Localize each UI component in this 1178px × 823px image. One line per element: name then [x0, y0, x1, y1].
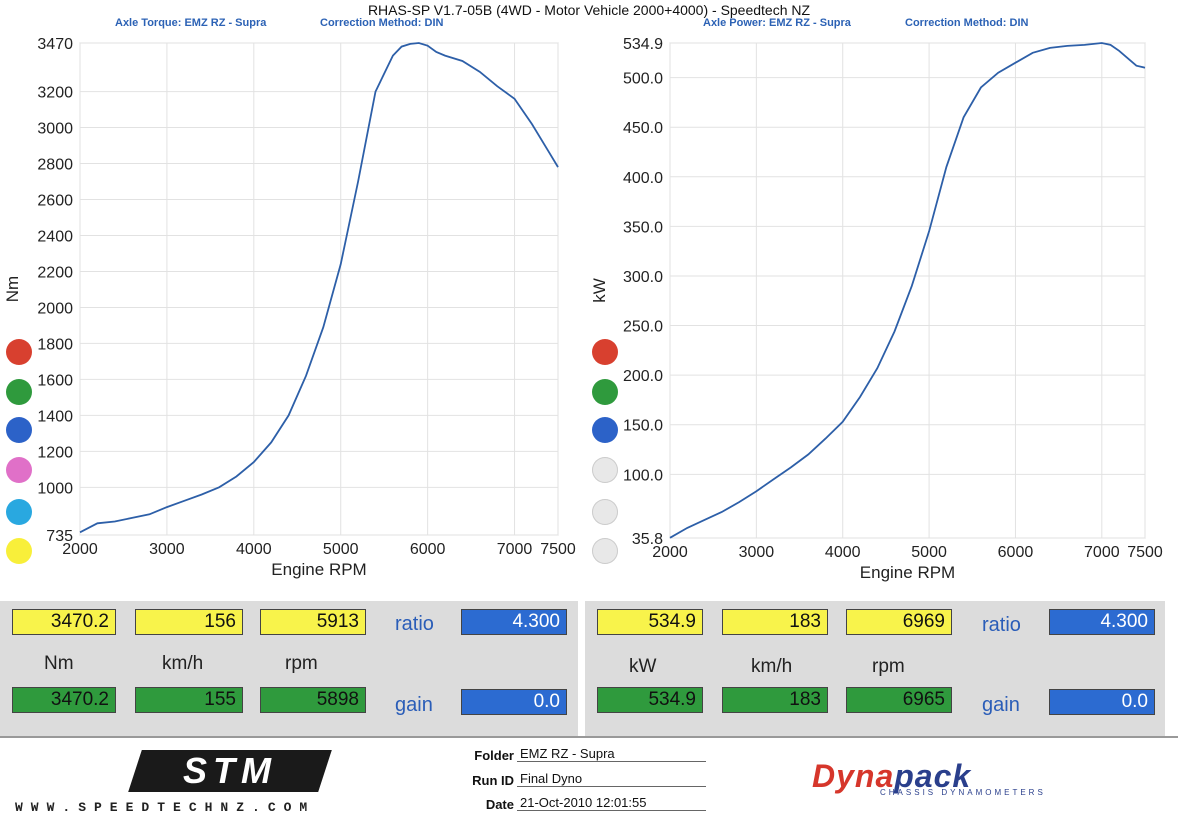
legend-color-dot	[6, 457, 32, 483]
y-tick-label: 500.0	[623, 71, 663, 88]
runid-value: Final Dyno	[517, 771, 706, 787]
y-tick-label: 1200	[37, 444, 73, 461]
folder-value: EMZ RZ - Supra	[517, 746, 706, 762]
y-tick-label: 3000	[37, 121, 73, 138]
y-tick-label: 2200	[37, 264, 73, 281]
dynapack-subtitle: CHASSIS DYNAMOMETERS	[880, 788, 1046, 797]
left-readout-panel: 3470.2 156 5913 ratio 4.300 Nm km/h rpm …	[0, 601, 578, 736]
website-text: WWW.SPEEDTECHNZ.COM	[15, 800, 315, 815]
y-tick-label: 35.8	[632, 531, 663, 548]
right-unit-rpm: rpm	[872, 656, 905, 678]
legend-color-dot	[592, 499, 618, 525]
date-label: Date	[452, 797, 514, 812]
x-tick-label: 6000	[998, 544, 1034, 561]
left-speed-current: 155	[135, 687, 243, 713]
y-tick-label: 2800	[37, 157, 73, 174]
y-tick-label: 534.9	[623, 36, 663, 53]
x-tick-label: 4000	[236, 541, 272, 558]
legend-color-dot	[592, 417, 618, 443]
y-tick-label: 1800	[37, 336, 73, 353]
legend-color-dot	[6, 379, 32, 405]
left-gain-label: gain	[395, 694, 433, 717]
y-axis-label: Nm	[3, 276, 22, 302]
right-gain-value: 0.0	[1049, 689, 1155, 715]
x-tick-label: 5000	[911, 544, 947, 561]
date-value: 21-Oct-2010 12:01:55	[517, 795, 706, 811]
left-rpm-current: 5898	[260, 687, 366, 713]
y-tick-label: 350.0	[623, 219, 663, 236]
x-tick-label: 3000	[149, 541, 185, 558]
legend-color-dot	[592, 379, 618, 405]
right-rpm-current: 6965	[846, 687, 952, 713]
y-tick-label: 1000	[37, 480, 73, 497]
x-tick-label: 7000	[1084, 544, 1120, 561]
legend-color-dot	[592, 339, 618, 365]
x-axis-label: Engine RPM	[271, 560, 366, 579]
legend-color-dot	[592, 538, 618, 564]
plot-area	[80, 43, 558, 535]
right-ratio-label: ratio	[982, 614, 1021, 637]
left-ratio-value: 4.300	[461, 609, 567, 635]
right-speed-current: 183	[722, 687, 828, 713]
legend-color-dot	[6, 417, 32, 443]
left-gain-value: 0.0	[461, 689, 567, 715]
legend-color-dot	[6, 538, 32, 564]
right-power-current: 534.9	[597, 687, 703, 713]
y-tick-label: 450.0	[623, 120, 663, 137]
x-tick-label: 7500	[540, 541, 576, 558]
y-tick-label: 735	[46, 528, 73, 545]
right-gain-label: gain	[982, 694, 1020, 717]
left-torque-current: 3470.2	[12, 687, 116, 713]
left-speed-peak: 156	[135, 609, 243, 635]
y-tick-label: 400.0	[623, 170, 663, 187]
report-footer: STM WWW.SPEEDTECHNZ.COM Folder EMZ RZ - …	[0, 736, 1178, 823]
x-tick-label: 5000	[323, 541, 359, 558]
left-ratio-label: ratio	[395, 613, 434, 636]
y-axis-label: kW	[590, 278, 609, 303]
y-tick-label: 2400	[37, 228, 73, 245]
x-tick-label: 7000	[497, 541, 533, 558]
x-axis-label: Engine RPM	[860, 563, 955, 582]
report-title: RHAS-SP V1.7-05B (4WD - Motor Vehicle 20…	[0, 2, 1178, 18]
stm-logo: STM	[128, 750, 332, 792]
y-tick-label: 3470	[37, 36, 73, 53]
torque-chart: 2000 3000 4000 5000 6000 7000 7500 735 1000 1200 1…	[0, 28, 585, 598]
y-tick-label: 100.0	[623, 467, 663, 484]
y-tick-label: 300.0	[623, 269, 663, 286]
left-torque-peak: 3470.2	[12, 609, 116, 635]
right-unit-kw: kW	[629, 656, 656, 678]
y-tick-label: 250.0	[623, 319, 663, 336]
left-rpm-peak: 5913	[260, 609, 366, 635]
y-tick-label: 150.0	[623, 418, 663, 435]
left-unit-kmh: km/h	[162, 653, 203, 675]
legend-color-dot	[6, 339, 32, 365]
right-power-peak: 534.9	[597, 609, 703, 635]
y-tick-label: 1400	[37, 408, 73, 425]
x-tick-label: 6000	[410, 541, 446, 558]
legend-color-dot	[592, 457, 618, 483]
y-tick-label: 2600	[37, 193, 73, 210]
plot-area	[670, 43, 1145, 538]
x-tick-label: 7500	[1127, 544, 1163, 561]
legend-color-dot	[6, 499, 32, 525]
right-ratio-value: 4.300	[1049, 609, 1155, 635]
y-tick-label: 200.0	[623, 368, 663, 385]
y-tick-label: 2000	[37, 300, 73, 317]
left-unit-rpm: rpm	[285, 653, 318, 675]
runid-label: Run ID	[452, 773, 514, 788]
right-rpm-peak: 6969	[846, 609, 952, 635]
right-speed-peak: 183	[722, 609, 828, 635]
y-tick-label: 3200	[37, 85, 73, 102]
left-unit-nm: Nm	[44, 653, 74, 675]
x-tick-label: 4000	[825, 544, 861, 561]
right-readout-panel: 534.9 183 6969 ratio 4.300 kW km/h rpm 5…	[585, 601, 1165, 736]
x-tick-label: 3000	[739, 544, 775, 561]
folder-label: Folder	[452, 748, 514, 763]
y-tick-label: 1600	[37, 372, 73, 389]
right-unit-kmh: km/h	[751, 656, 792, 678]
